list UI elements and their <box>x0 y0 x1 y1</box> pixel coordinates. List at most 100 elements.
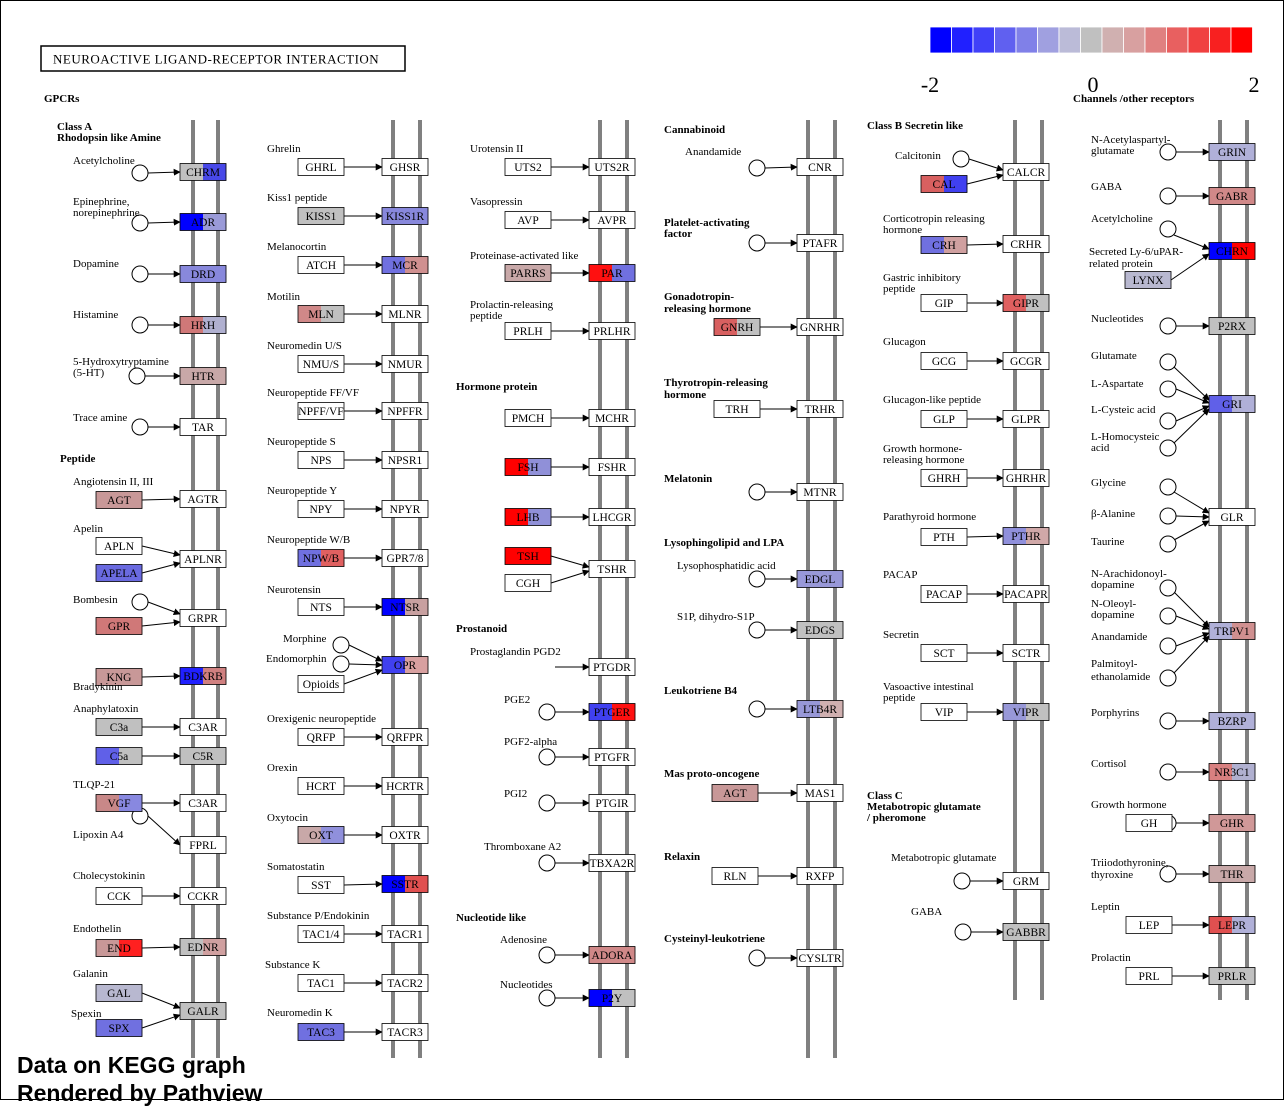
gene-node[interactable]: GABBR <box>1002 923 1050 941</box>
gene-node[interactable]: END <box>95 939 143 957</box>
gene-node[interactable]: UTS2R <box>588 158 636 176</box>
gene-node[interactable]: P2Y <box>588 989 636 1007</box>
gene-node[interactable]: HTR <box>179 367 227 385</box>
compound-circle[interactable] <box>748 949 766 967</box>
gene-node[interactable]: QRFP <box>297 728 345 746</box>
gene-node[interactable]: PACAPR <box>1002 585 1050 603</box>
gene-node[interactable]: NPFF/VF <box>297 402 345 420</box>
compound-circle[interactable] <box>1159 380 1177 398</box>
gene-node[interactable]: VIP <box>920 703 968 721</box>
gene-node[interactable]: GNRH <box>713 318 761 336</box>
gene-node[interactable]: LHCGR <box>588 508 636 526</box>
compound-circle[interactable] <box>954 923 972 941</box>
gene-node[interactable]: GIP <box>920 294 968 312</box>
gene-node[interactable]: LTB4R <box>796 700 844 718</box>
gene-node[interactable]: C3a <box>95 718 143 736</box>
gene-node[interactable]: GALR <box>179 1002 227 1020</box>
gene-node[interactable]: TRH <box>713 400 761 418</box>
gene-node[interactable]: PTGIR <box>588 794 636 812</box>
gene-node[interactable]: CNR <box>796 158 844 176</box>
gene-node[interactable]: MLNR <box>381 305 429 323</box>
gene-node[interactable]: DRD <box>179 265 227 283</box>
gene-node[interactable]: CRH <box>920 236 968 254</box>
gene-node[interactable]: GHRH <box>920 469 968 487</box>
compound-circle[interactable] <box>131 316 149 334</box>
gene-node[interactable]: GHSR <box>381 158 429 176</box>
gene-node[interactable]: HCRT <box>297 777 345 795</box>
gene-node[interactable]: Opioids <box>297 675 345 693</box>
compound-circle[interactable] <box>952 150 970 168</box>
gene-node[interactable]: SCTR <box>1002 644 1050 662</box>
gene-node[interactable]: GRPR <box>179 609 227 627</box>
compound-circle[interactable] <box>538 989 556 1007</box>
compound-circle[interactable] <box>1159 669 1177 687</box>
gene-node[interactable]: NR3C1 <box>1208 763 1256 781</box>
gene-node[interactable]: GAL <box>95 984 143 1002</box>
gene-node[interactable]: NPSR1 <box>381 451 429 469</box>
gene-node[interactable]: TACR3 <box>381 1023 429 1041</box>
compound-circle[interactable] <box>131 214 149 232</box>
gene-node[interactable]: EDNR <box>179 938 227 956</box>
gene-node[interactable]: GRI <box>1208 395 1256 413</box>
gene-node[interactable]: TRPV1 <box>1208 622 1256 640</box>
gene-node[interactable]: MTNR <box>796 483 844 501</box>
compound-circle[interactable] <box>748 234 766 252</box>
gene-node[interactable]: TSHR <box>588 560 636 578</box>
gene-node[interactable]: C5R <box>179 747 227 765</box>
compound-circle[interactable] <box>1159 579 1177 597</box>
gene-node[interactable]: GHRHR <box>1002 469 1050 487</box>
gene-node[interactable]: LEPR <box>1208 916 1256 934</box>
compound-circle[interactable] <box>1159 712 1177 730</box>
compound-circle[interactable] <box>748 570 766 588</box>
compound-circle[interactable] <box>538 854 556 872</box>
compound-circle[interactable] <box>1159 507 1177 525</box>
gene-node[interactable]: APELA <box>95 564 143 582</box>
compound-circle[interactable] <box>1159 535 1177 553</box>
gene-node[interactable]: CCKR <box>179 887 227 905</box>
gene-node[interactable]: CCK <box>95 887 143 905</box>
gene-node[interactable]: CGH <box>504 574 552 592</box>
gene-node[interactable]: VGF <box>95 794 143 812</box>
gene-node[interactable]: C5a <box>95 747 143 765</box>
gene-node[interactable]: BDKRB <box>179 667 227 685</box>
gene-node[interactable]: ATCH <box>297 256 345 274</box>
gene-node[interactable]: HRH <box>179 316 227 334</box>
gene-node[interactable]: NPYR <box>381 500 429 518</box>
gene-node[interactable]: GABR <box>1208 187 1256 205</box>
gene-node[interactable]: TAC3 <box>297 1023 345 1041</box>
gene-node[interactable]: PAR <box>588 264 636 282</box>
gene-node[interactable]: PRLH <box>504 322 552 340</box>
gene-node[interactable]: GCGR <box>1002 352 1050 370</box>
compound-circle[interactable] <box>332 655 350 673</box>
gene-node[interactable]: CHRM <box>179 163 227 181</box>
gene-node[interactable]: PARRS <box>504 264 552 282</box>
gene-node[interactable]: CAL <box>920 175 968 193</box>
compound-circle[interactable] <box>1159 763 1177 781</box>
gene-node[interactable]: EDGS <box>796 621 844 639</box>
compound-circle[interactable] <box>332 636 350 654</box>
gene-node[interactable]: FSH <box>504 458 552 476</box>
gene-node[interactable]: GRM <box>1002 872 1050 890</box>
compound-circle[interactable] <box>1159 607 1177 625</box>
gene-node[interactable]: PRLHR <box>588 322 636 340</box>
gene-node[interactable]: GPR7/8 <box>381 549 429 567</box>
gene-node[interactable]: ADR <box>179 213 227 231</box>
compound-circle[interactable] <box>131 265 149 283</box>
gene-node[interactable]: SSTR <box>381 875 429 893</box>
gene-node[interactable]: TAC1/4 <box>297 925 345 943</box>
gene-node[interactable]: ADORA <box>588 946 636 964</box>
gene-node[interactable]: TAR <box>179 418 227 436</box>
gene-node[interactable]: LYNX <box>1124 271 1172 289</box>
compound-circle[interactable] <box>1159 317 1177 335</box>
gene-node[interactable]: AVPR <box>588 211 636 229</box>
gene-node[interactable]: TACR1 <box>381 925 429 943</box>
gene-node[interactable]: GLR <box>1208 508 1256 526</box>
compound-circle[interactable] <box>1159 187 1177 205</box>
gene-node[interactable]: GH <box>1125 814 1173 832</box>
compound-circle[interactable] <box>953 872 971 890</box>
gene-node[interactable]: APLN <box>95 537 143 555</box>
gene-node[interactable]: TACR2 <box>381 974 429 992</box>
gene-node[interactable]: GHRL <box>297 158 345 176</box>
compound-circle[interactable] <box>1159 220 1177 238</box>
gene-node[interactable]: FSHR <box>588 458 636 476</box>
